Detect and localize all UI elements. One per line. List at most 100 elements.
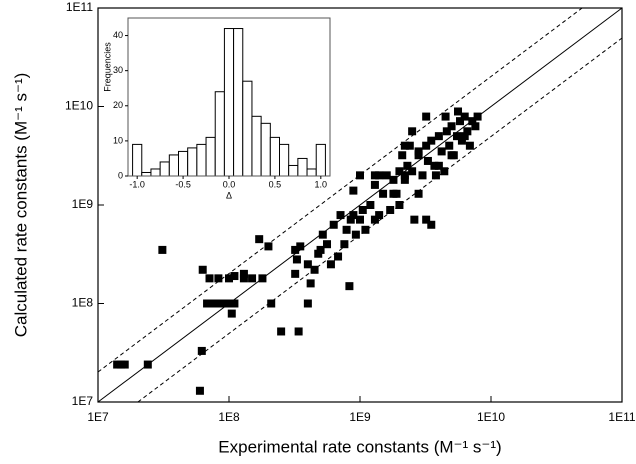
scatter-point: [418, 171, 427, 180]
scatter-point: [227, 309, 236, 318]
scatter-point: [239, 274, 248, 283]
x-tick-label: 1E8: [218, 410, 240, 424]
histogram-bar: [150, 168, 161, 177]
scatter-point: [445, 141, 454, 150]
scatter-point: [255, 235, 264, 244]
histogram-bar: [233, 28, 244, 177]
scatter-point: [205, 274, 214, 283]
scatter-point: [408, 167, 417, 176]
scatter-point: [398, 151, 407, 160]
x-tick-label: 1E9: [349, 410, 371, 424]
inset-y-tick-label: 40: [113, 30, 123, 40]
histogram-bar: [132, 143, 143, 177]
scatter-point: [403, 161, 412, 170]
scatter-point: [291, 269, 300, 278]
histogram-bar: [260, 122, 271, 177]
histogram-bar: [178, 150, 189, 177]
scatter-point: [414, 147, 423, 156]
scatter-point: [414, 189, 423, 198]
scatter-point: [342, 225, 351, 234]
scatter-point: [460, 112, 469, 121]
inset-y-tick-label: 30: [113, 65, 123, 75]
scatter-point: [292, 255, 301, 264]
y-axis-label: Calculated rate constants (M⁻¹ s⁻¹): [11, 73, 30, 338]
scatter-point: [314, 249, 323, 258]
scatter-point: [405, 141, 414, 150]
scatter-point: [356, 215, 364, 224]
scatter-point: [158, 245, 167, 254]
scatter-point: [457, 136, 466, 145]
scatter-point: [349, 211, 358, 220]
scatter-point: [423, 156, 432, 165]
histogram-bar: [159, 161, 170, 177]
histogram-bar: [297, 157, 308, 177]
scatter-point: [225, 299, 233, 308]
scatter-point: [454, 107, 463, 116]
scatter-point: [218, 299, 227, 308]
scatter-point: [214, 274, 223, 283]
histogram-bar: [205, 136, 216, 177]
scatter-point: [430, 161, 439, 170]
inset-x-tick-label: 1.0: [315, 179, 328, 189]
scatter-point: [351, 230, 360, 239]
histogram-bar: [306, 168, 317, 177]
scatter-point: [389, 189, 398, 198]
scatter-point: [447, 122, 456, 131]
scatter-point: [294, 327, 303, 336]
scatter-point: [356, 171, 364, 180]
scatter-point: [277, 327, 286, 336]
histogram-bar: [279, 143, 290, 177]
scatter-point: [336, 211, 345, 220]
scatter-point: [370, 171, 379, 180]
scatter-point: [370, 180, 379, 189]
scatter-point: [303, 299, 312, 308]
x-tick-label: 1E11: [608, 410, 635, 424]
scatter-point: [434, 132, 443, 141]
scatter-point: [442, 127, 451, 136]
diagonal-line: [97, 7, 623, 403]
lower-dashed-line: [137, 37, 623, 403]
scatter-point: [473, 112, 482, 121]
scatter-point: [195, 386, 204, 395]
scatter-point: [349, 186, 358, 195]
scatter-point: [326, 260, 335, 269]
scatter-point: [334, 252, 343, 261]
scatter-point: [329, 220, 338, 229]
scatter-point: [395, 167, 404, 176]
histogram-bar: [196, 143, 207, 177]
inset-x-tick-label: -1.0: [129, 179, 145, 189]
scatter-point: [389, 175, 398, 184]
scatter-point: [434, 161, 443, 170]
scatter-point: [120, 360, 129, 369]
x-tick-label: 1E10: [477, 410, 505, 424]
histogram-bar: [242, 80, 253, 177]
scatter-point: [456, 117, 465, 126]
scatter-point: [463, 127, 472, 136]
scatter-point: [400, 141, 409, 150]
scatter-point: [422, 112, 431, 121]
scatter-point: [318, 230, 327, 239]
scatter-point: [264, 242, 273, 251]
histogram-bar: [141, 171, 152, 177]
scatter-point: [471, 122, 480, 131]
scatter-point: [197, 346, 206, 355]
inset-y-axis-label: Frequencies: [102, 42, 112, 92]
scatter-point: [440, 167, 449, 176]
scatter-point: [452, 132, 461, 141]
inset-x-tick-label: -0.5: [175, 179, 191, 189]
inset-x-tick-label: 0.0: [223, 179, 236, 189]
inset-y-tick-label: 10: [113, 135, 123, 145]
inset-x-tick-label: 0.5: [269, 179, 282, 189]
scatter-point: [303, 260, 312, 269]
upper-dashed-line: [97, 7, 583, 373]
scatter-point: [427, 220, 436, 229]
scatter-point: [427, 136, 436, 145]
scatter-point: [460, 132, 469, 141]
scatter-point: [437, 147, 446, 156]
scatter-point: [323, 240, 332, 249]
scatter-point: [239, 269, 248, 278]
scatter-point: [345, 282, 354, 291]
scatter-point: [361, 225, 370, 234]
histogram-bar: [168, 154, 179, 177]
